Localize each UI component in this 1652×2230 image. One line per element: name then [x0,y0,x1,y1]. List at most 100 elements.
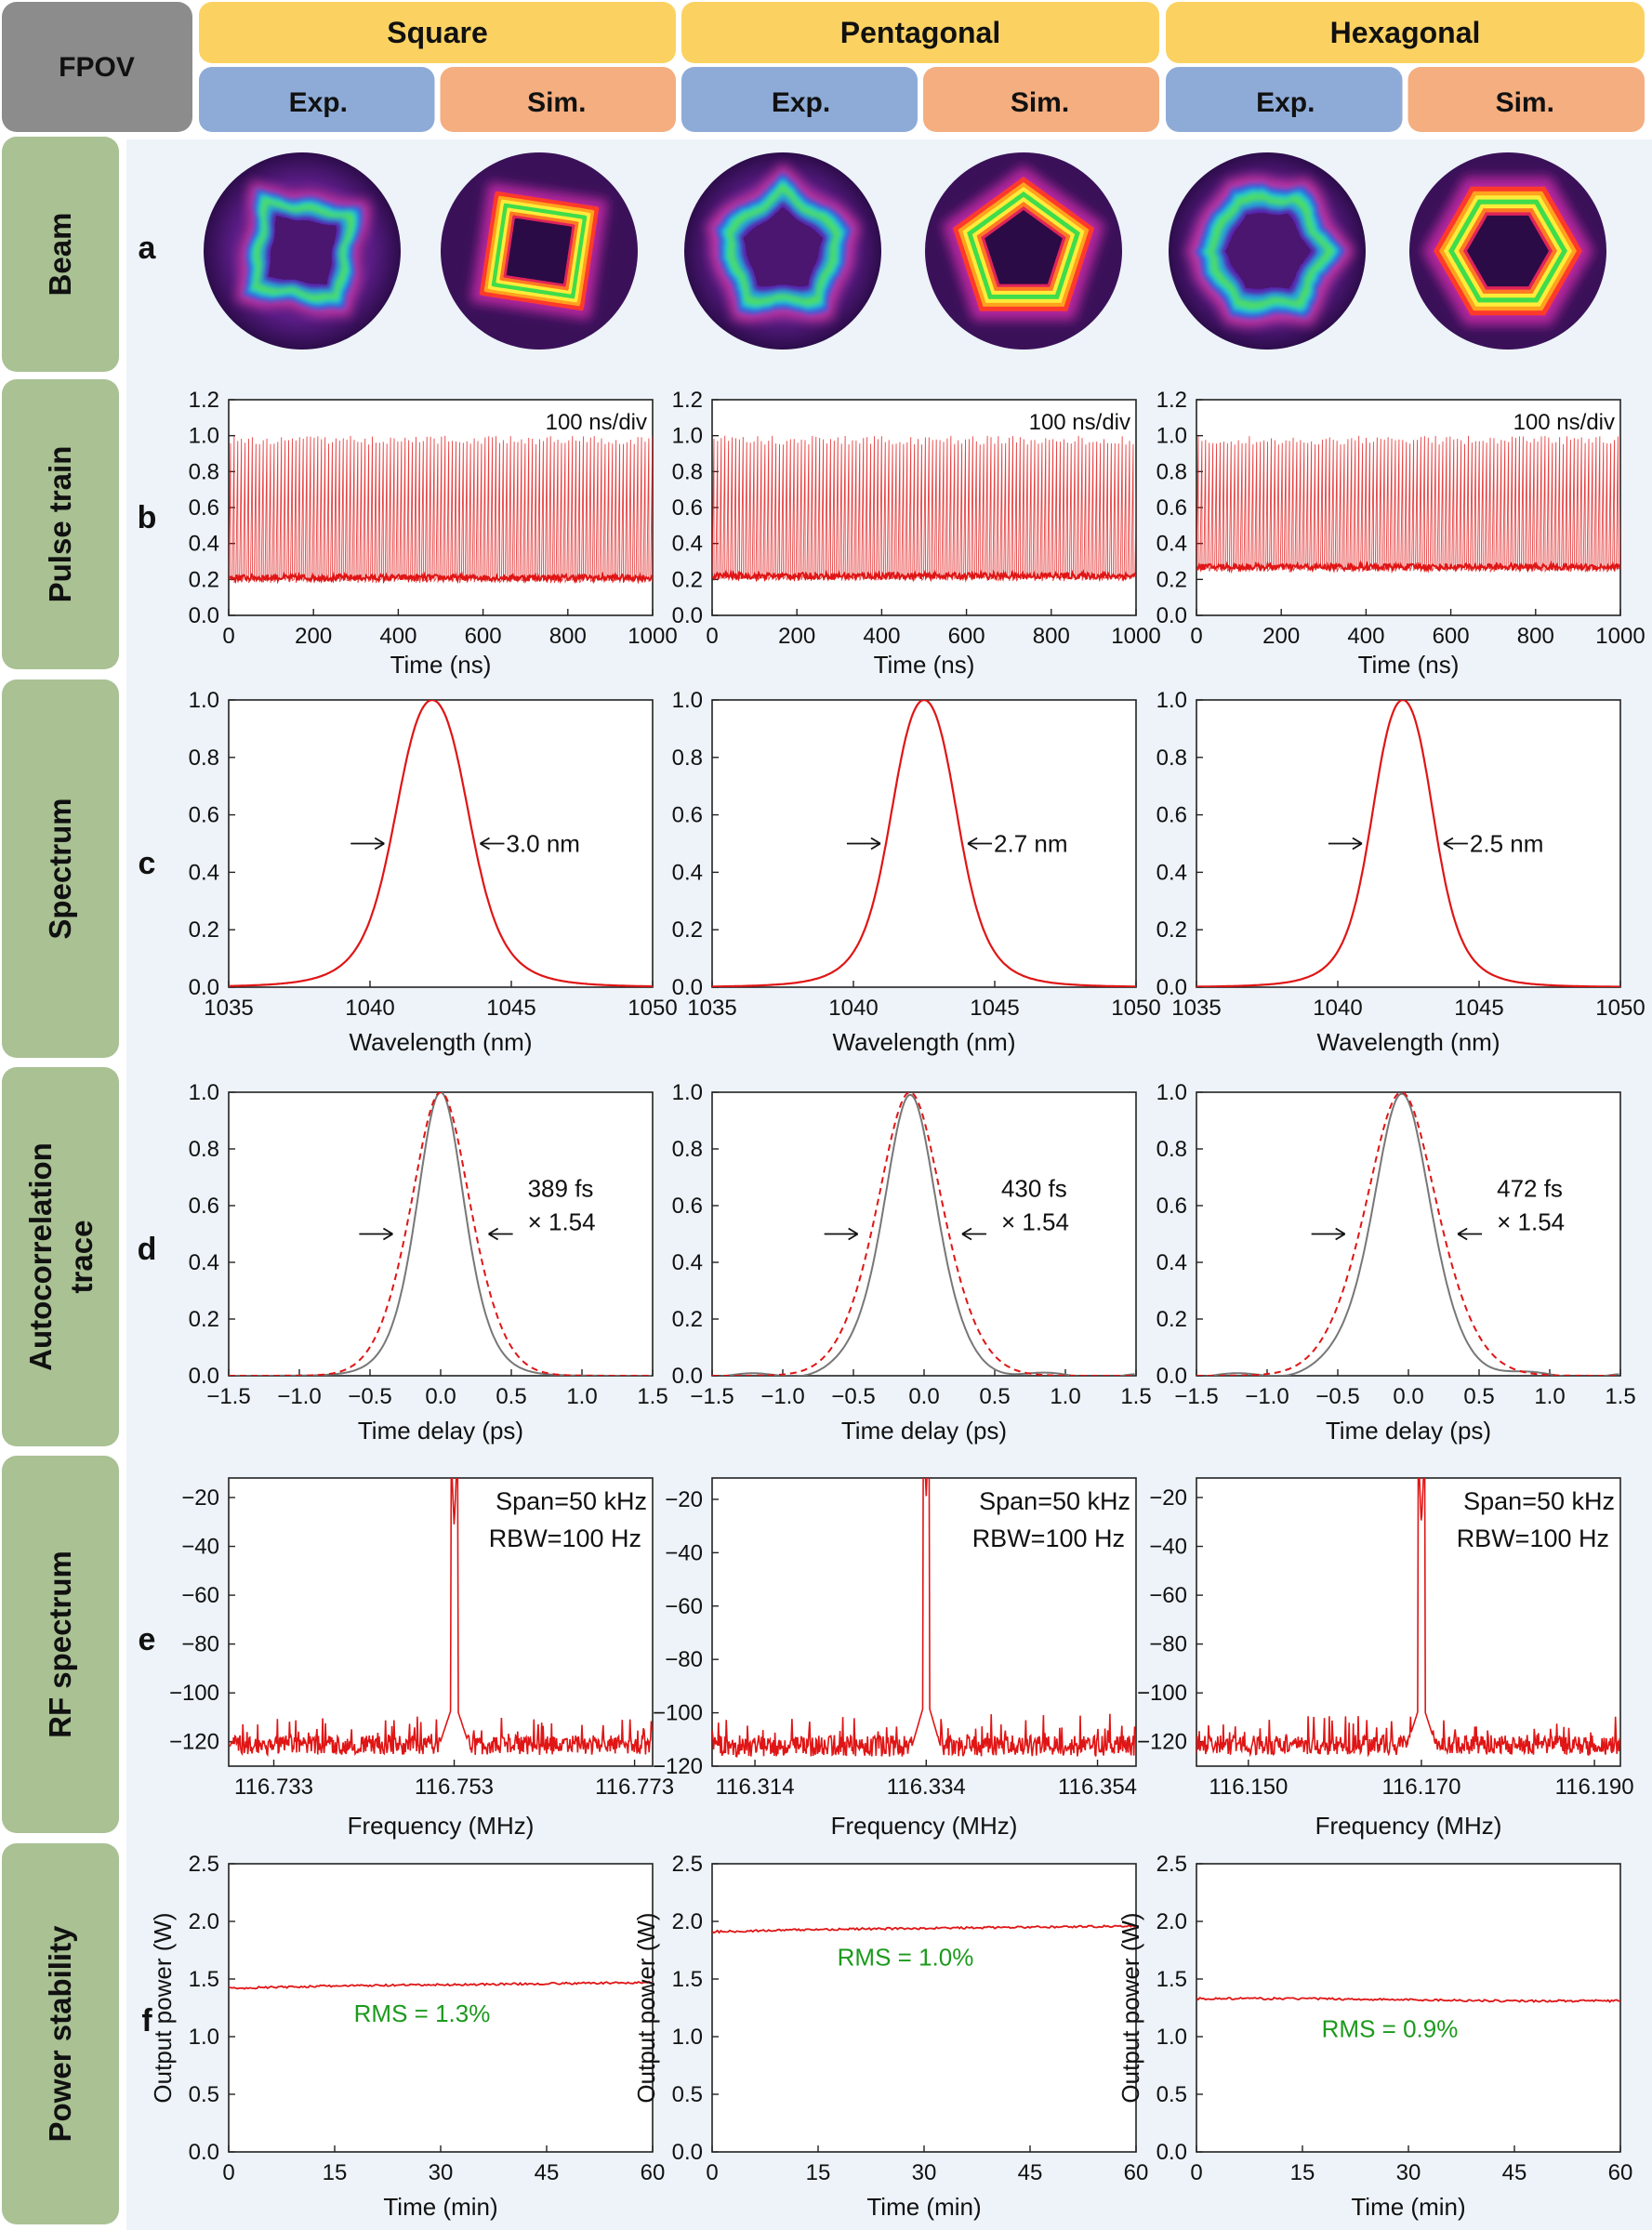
x-tick-label: 30 [429,2160,454,2185]
row-label-text: Autocorrelation [23,1142,58,1371]
header-sub-sim [1408,67,1645,132]
x-tick-label: 400 [863,624,900,649]
y-tick-label: 0.6 [1156,1194,1187,1219]
plot-area [712,1478,1136,1758]
rms-label: RMS = 0.9% [1322,2014,1459,2042]
beam-pentagonal-sim [925,152,1122,350]
y-axis-label: Output power (W) [632,1912,660,2103]
pulse-width-label: 430 fs [1001,1175,1067,1203]
deconvolution-factor-label: × 1.54 [1497,1208,1565,1236]
rf-rbw-label: RBW=100 Hz [972,1524,1125,1552]
y-tick-label: −80 [1149,1632,1187,1657]
y-tick-label: 0.0 [672,1364,703,1389]
plot-frame [711,699,1137,988]
pulse-train-trace [229,435,653,584]
x-tick-label: 1035 [687,996,736,1021]
y-tick-label: 0.0 [672,975,703,1000]
autocorrelation-fit [1196,1092,1619,1376]
y-tick-label: 0.8 [1156,459,1187,484]
x-tick-label: 30 [912,2160,937,2185]
y-tick-label: 2.5 [672,1852,703,1877]
y-tick-label: 0.2 [672,917,703,943]
row-label-text: trace [64,1221,99,1294]
x-tick-label: 0 [706,2160,718,2185]
x-axis-label: Wavelength (nm) [833,1028,1016,1056]
chart-c-hexagonal: 0.0 0.2 0.4 0.6 0.8 1.0 1035 1040 1045 1050 Wavele… [1156,688,1645,1056]
row-label-autocorrelation-trace [2,1067,119,1446]
plot-area [229,1980,653,1990]
time-scale-annotation: 100 ns/div [546,410,647,435]
x-tick-label: 800 [549,624,587,649]
rf-spectrum-trace [1196,1478,1620,1758]
plot-area [712,1924,1136,1934]
y-tick-label: 0.8 [1156,746,1187,771]
x-tick-label: 1000 [1595,624,1645,649]
spectrum-trace [712,700,1136,987]
y-tick-label: −20 [665,1487,703,1512]
plot-area [1196,1478,1620,1758]
x-tick-label: 1045 [1454,996,1503,1021]
rf-span-label: Span=50 kHz [979,1487,1130,1515]
y-tick-label: 0.8 [189,1137,219,1162]
arrow-head-icon [480,837,490,851]
x-tick-label: 400 [379,624,416,649]
y-tick-label: 1.0 [189,688,219,713]
x-tick-label: 0 [706,624,718,649]
x-tick-label: 1.0 [566,1384,597,1409]
y-tick-label: 1.0 [672,2025,703,2050]
y-tick-label: −40 [665,1540,703,1565]
x-tick-label: 116.170 [1381,1775,1460,1800]
x-tick-label: 200 [295,624,332,649]
x-tick-label: 0.0 [425,1384,456,1409]
panel-letter-f: f [141,2003,152,2039]
header-sub-exp [1166,67,1403,132]
x-axis-label: Wavelength (nm) [350,1028,533,1056]
x-tick-label: 1035 [1171,996,1221,1021]
arrow-head-icon [870,837,881,851]
y-tick-label: 1.2 [672,388,703,413]
fwhm-label: 2.7 nm [994,830,1068,858]
header-group-label: Pentagonal [840,16,1000,49]
x-tick-label: −0.5 [831,1384,875,1409]
x-tick-label: 1.0 [1534,1384,1565,1409]
x-tick-label: −1.0 [1245,1384,1289,1409]
arrow-head-icon [848,1227,859,1241]
x-axis-label: Time (ns) [1358,651,1460,679]
y-tick-label: −80 [665,1647,703,1672]
y-tick-label: 0.0 [672,603,703,628]
arrow-head-icon [1457,1227,1468,1241]
beam-ring [942,165,1105,321]
rms-label: RMS = 1.3% [354,1999,491,2027]
y-tick-label: 0.5 [189,2082,219,2107]
chart-d-hexagonal: 0.0 0.2 0.4 0.6 0.8 1.0 −1.5 −1.0 −0.5 0.0 0.5 1.0 1… [1156,1080,1636,1445]
x-tick-label: 1.5 [1120,1384,1151,1409]
fwhm-label: 2.5 nm [1470,830,1544,858]
y-tick-label: 2.5 [1156,1852,1187,1877]
x-tick-label: −1.5 [206,1384,250,1409]
x-tick-label: 800 [1033,624,1070,649]
x-tick-label: 60 [1124,2160,1149,2185]
y-tick-label: 1.0 [189,2025,219,2050]
x-tick-label: 1.5 [637,1384,667,1409]
y-tick-label: 0.6 [672,803,703,828]
y-tick-label: 1.0 [189,424,219,449]
x-axis-label: Frequency (MHz) [1315,1812,1502,1840]
column-headers: FPOV Square Exp. Sim. Pentagonal Exp. Sim. Hexa… [2,2,1645,132]
beam-ring [235,180,371,317]
y-tick-label: 0.6 [1156,803,1187,828]
y-tick-label: 0.2 [189,567,219,592]
plot-area [1196,435,1620,574]
plot-frame [711,1863,1137,2153]
row-label-text-group: Power stability [43,1925,77,2143]
row-label-text-group: Beam [43,213,77,297]
plot-area [712,435,1136,583]
x-tick-label: 116.334 [887,1775,966,1800]
chart-c-square: 0.0 0.2 0.4 0.6 0.8 1.0 1035 1040 1045 1050 Wavele… [189,688,678,1056]
y-tick-label: 0.0 [189,975,219,1000]
chart-e-pentagonal: −120 −100 −80 −60 −40 −20 116.314 116.334 116.35… [653,1477,1137,1840]
x-tick-label: 116.753 [415,1775,494,1800]
y-tick-label: 1.0 [1156,424,1187,449]
y-tick-label: 0.6 [1156,495,1187,521]
spectrum-trace [229,700,653,987]
x-tick-label: 1050 [628,996,677,1021]
